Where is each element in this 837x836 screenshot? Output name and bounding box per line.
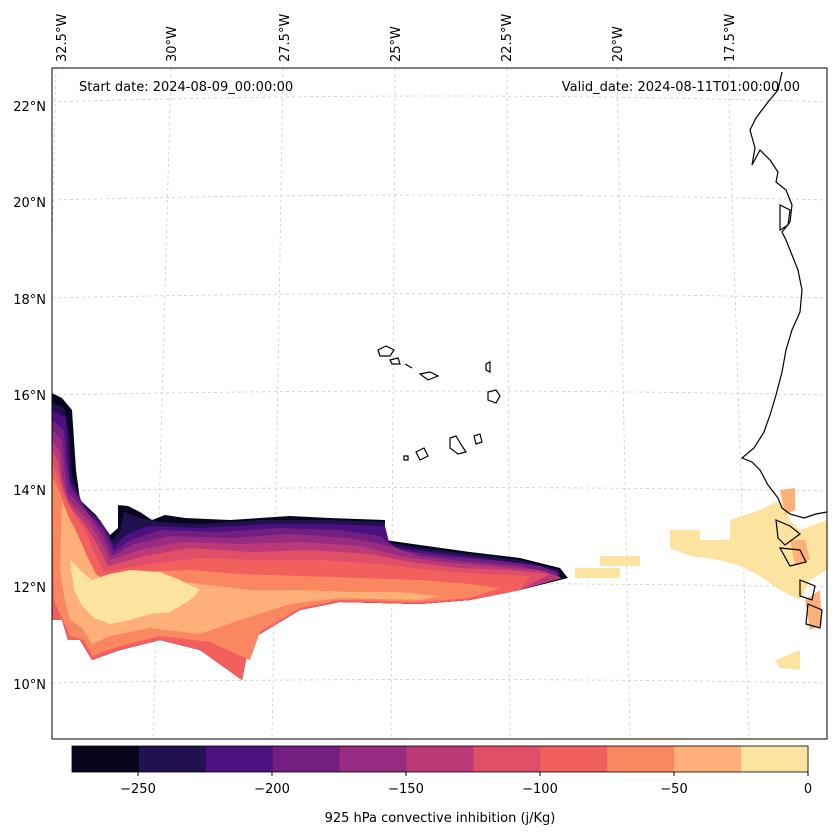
- lon-label: 20°W: [611, 26, 626, 62]
- colorbar-tick-label: −100: [522, 782, 558, 797]
- lat-label: 10°N: [13, 678, 46, 693]
- coastlines: [377, 71, 827, 629]
- lon-label: 30°W: [165, 26, 180, 62]
- cin-patch-east: [575, 500, 827, 670]
- lon-label: 27.5°W: [278, 14, 293, 62]
- colorbar-segment: [72, 746, 140, 772]
- lat-label: 18°N: [13, 293, 46, 308]
- lat-label: 16°N: [13, 389, 46, 404]
- colorbar-segment: [205, 746, 274, 772]
- lat-label: 20°N: [13, 196, 46, 211]
- colorbar-tick-label: −50: [660, 782, 687, 797]
- colorbar-frame: [71, 745, 809, 773]
- lat-label: 22°N: [13, 100, 46, 115]
- colorbar-segment: [339, 746, 408, 772]
- lon-label: 22.5°W: [500, 14, 515, 62]
- lon-label: 25°W: [389, 26, 404, 62]
- cape-verde-islands: [377, 345, 501, 461]
- colorbar-segment: [473, 746, 541, 772]
- colorbar-title: 925 hPa convective inhibition (j/Kg): [325, 811, 556, 826]
- lat-label: 12°N: [13, 581, 46, 596]
- colorbar-segment: [741, 746, 809, 772]
- africa-coastline: [740, 71, 827, 519]
- colorbar-ticks: −250 −200 −150 −100 −50 0: [120, 782, 812, 797]
- lat-label: 14°N: [13, 484, 46, 499]
- colorbar-tick-label: −250: [120, 782, 156, 797]
- colorbar-segment: [540, 746, 608, 772]
- start-date-label: Start date: 2024-08-09_00:00:00: [79, 80, 293, 95]
- map-frame: [51, 67, 828, 740]
- colorbar: [71, 745, 809, 776]
- colorbar-tick-label: −200: [254, 782, 290, 797]
- latitude-labels: 22°N 20°N 18°N 16°N 14°N 12°N 10°N: [13, 100, 46, 693]
- longitude-labels: 32.5°W 30°W 27.5°W 25°W 22.5°W 20°W 17.5…: [55, 14, 738, 62]
- colorbar-segment: [272, 746, 341, 772]
- lon-label: 32.5°W: [55, 14, 70, 62]
- colorbar-segment: [138, 746, 207, 772]
- valid-date-label: Valid_date: 2024-08-11T01:00:00.00: [562, 80, 800, 95]
- cin-field: [52, 393, 827, 680]
- lon-label: 17.5°W: [723, 14, 738, 62]
- colorbar-tick-label: 0: [804, 782, 812, 797]
- colorbar-tick-label: −150: [388, 782, 424, 797]
- colorbar-segment: [607, 746, 675, 772]
- colorbar-segment: [406, 746, 475, 772]
- cin-patch-coast: [780, 488, 822, 630]
- colorbar-segment: [674, 746, 742, 772]
- cin-band-25: [70, 560, 200, 624]
